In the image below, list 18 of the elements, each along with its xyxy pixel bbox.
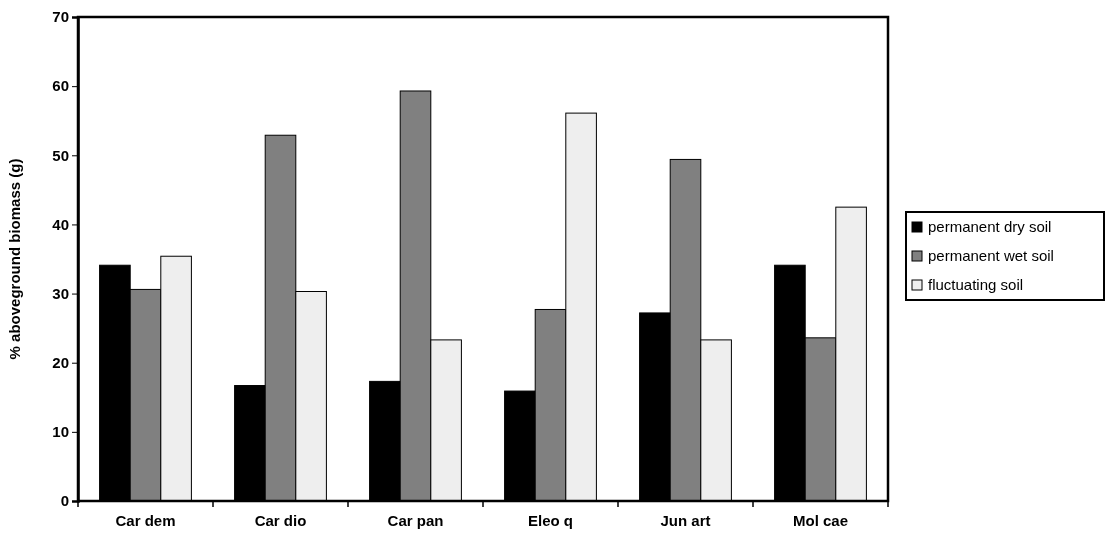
x-tick-label: Jun art	[660, 511, 711, 529]
x-tick-label: Car dem	[115, 511, 176, 529]
y-tick-label: 70	[52, 8, 69, 26]
y-axis-title: % aboveground biomass (g)	[6, 158, 23, 360]
legend-label: permanent wet soil	[928, 247, 1054, 264]
y-tick-label: 50	[52, 146, 69, 164]
y-tick-label: 40	[52, 215, 69, 233]
x-tick-label: Mol cae	[792, 511, 849, 529]
x-tick-label: Eleo q	[527, 511, 574, 529]
y-tick-label: 10	[52, 423, 69, 441]
legend-label: permanent dry soil	[928, 218, 1052, 235]
y-tick-label: 30	[52, 284, 69, 302]
y-tick-label: 60	[52, 77, 69, 95]
legend-label: fluctuating soil	[928, 276, 1024, 293]
x-tick-label: Car pan	[387, 511, 444, 529]
x-tick-label: Car dio	[254, 511, 307, 529]
y-tick-label: 20	[52, 354, 69, 372]
y-tick-label: 0	[60, 492, 69, 510]
